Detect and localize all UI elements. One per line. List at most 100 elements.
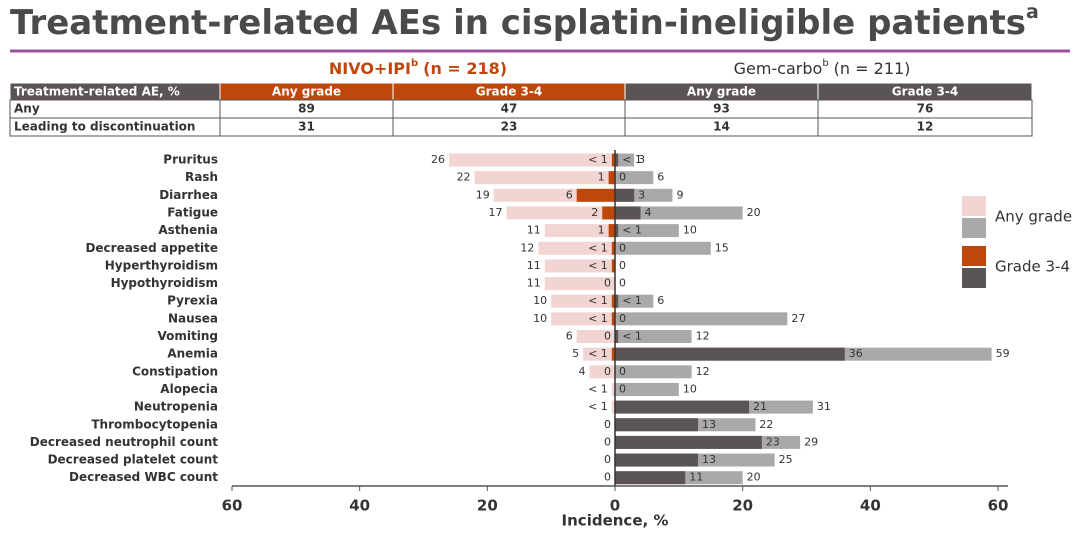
category-label: Hypothyroidism <box>111 276 218 290</box>
bar <box>615 400 750 414</box>
table-text: 89 <box>298 102 315 116</box>
value-label: < 1 <box>588 294 608 307</box>
category-label: Asthenia <box>158 223 218 237</box>
bar <box>615 224 679 238</box>
value-label: 9 <box>676 188 683 201</box>
value-label: 11 <box>527 259 541 272</box>
x-tick-label: 60 <box>222 497 243 515</box>
x-tick-label: 60 <box>988 497 1009 515</box>
value-label: 20 <box>747 471 761 484</box>
bar <box>544 224 615 238</box>
legend-swatch <box>962 196 986 216</box>
x-tick-label: 40 <box>349 497 370 515</box>
bar <box>544 277 615 291</box>
bar <box>583 347 615 361</box>
value-label: < 1 <box>588 382 608 395</box>
group-sup: b <box>822 58 828 69</box>
group-sup: b <box>411 58 418 69</box>
bar <box>615 153 635 167</box>
category-label: Fatigue <box>167 205 218 219</box>
value-label: 12 <box>696 330 710 343</box>
header-text: Any grade <box>272 85 341 99</box>
legend-swatch <box>962 268 986 288</box>
value-label: 59 <box>996 347 1010 360</box>
category-label: Rash <box>185 170 218 184</box>
bar <box>615 206 641 220</box>
value-label: 10 <box>683 382 697 395</box>
value-label: 6 <box>566 188 573 201</box>
value-label: 19 <box>476 188 490 201</box>
category-label: Neutropenia <box>134 400 218 414</box>
bar <box>615 188 635 202</box>
bar <box>602 206 615 220</box>
value-label: 4 <box>578 365 585 378</box>
value-label: 17 <box>488 206 502 219</box>
bar <box>576 188 615 202</box>
value-label: 13 <box>702 418 716 431</box>
value-label: 0 <box>604 277 611 290</box>
category-label: Anemia <box>167 347 218 361</box>
value-label: 0 <box>619 259 626 272</box>
value-label: 11 <box>527 277 541 290</box>
x-tick-label: 20 <box>477 497 498 515</box>
table-text: 31 <box>298 120 315 134</box>
value-label: < 1 <box>588 241 608 254</box>
x-tick-label: 40 <box>860 497 881 515</box>
header-text: Any grade <box>687 85 756 99</box>
value-label: 0 <box>604 418 611 431</box>
bar <box>611 382 615 396</box>
bar <box>615 224 619 238</box>
bar <box>615 330 619 343</box>
bar <box>611 347 615 361</box>
category-label: Decreased appetite <box>85 241 218 255</box>
bar <box>576 330 615 343</box>
value-label: 12 <box>696 365 710 378</box>
category-label: Pyrexia <box>167 294 218 308</box>
value-label: 11 <box>689 471 703 484</box>
value-label: 25 <box>779 453 793 466</box>
table-text: 14 <box>713 120 730 134</box>
bar <box>615 153 619 167</box>
value-label: < 1 <box>622 294 642 307</box>
x-tick-label: 20 <box>732 497 753 515</box>
value-label: 0 <box>604 330 611 343</box>
value-label: 0 <box>619 365 626 378</box>
bar <box>608 224 615 238</box>
bar <box>615 418 698 432</box>
bar <box>611 294 615 308</box>
bar <box>611 241 615 255</box>
bar <box>506 206 615 220</box>
value-label: 4 <box>645 206 652 219</box>
group-header: NIVO+IPIb (n = 218) <box>329 58 507 78</box>
value-label: 27 <box>791 312 805 325</box>
category-label: Pruritus <box>163 153 218 167</box>
bar <box>615 471 686 485</box>
table-text: 47 <box>501 102 518 116</box>
title-sup: a <box>1026 1 1039 23</box>
value-label: 1 <box>598 224 605 237</box>
table-text: 12 <box>917 120 934 134</box>
bar <box>615 330 692 343</box>
value-label: 26 <box>431 153 445 166</box>
value-label: 6 <box>657 171 664 184</box>
bar <box>615 435 762 449</box>
table-text: 23 <box>501 120 518 134</box>
value-label: 0 <box>604 435 611 448</box>
bar <box>615 206 743 220</box>
table-text: 93 <box>713 102 730 116</box>
value-label: < 1 <box>622 330 642 343</box>
table-cell <box>9 99 221 119</box>
group-name: NIVO+IPI <box>329 59 411 78</box>
value-label: 11 <box>527 224 541 237</box>
value-label: 13 <box>702 453 716 466</box>
bar <box>615 347 845 361</box>
x-tick-label: 0 <box>610 497 620 515</box>
group-header: Gem-carbob (n = 211) <box>734 58 911 78</box>
bar <box>551 312 615 326</box>
group-n: (n = 218) <box>423 59 507 78</box>
table-text: 76 <box>917 102 934 116</box>
bar <box>589 365 615 379</box>
legend-label: Grade 3-4 <box>995 258 1070 276</box>
category-label: Nausea <box>168 311 218 325</box>
value-label: 0 <box>619 312 626 325</box>
